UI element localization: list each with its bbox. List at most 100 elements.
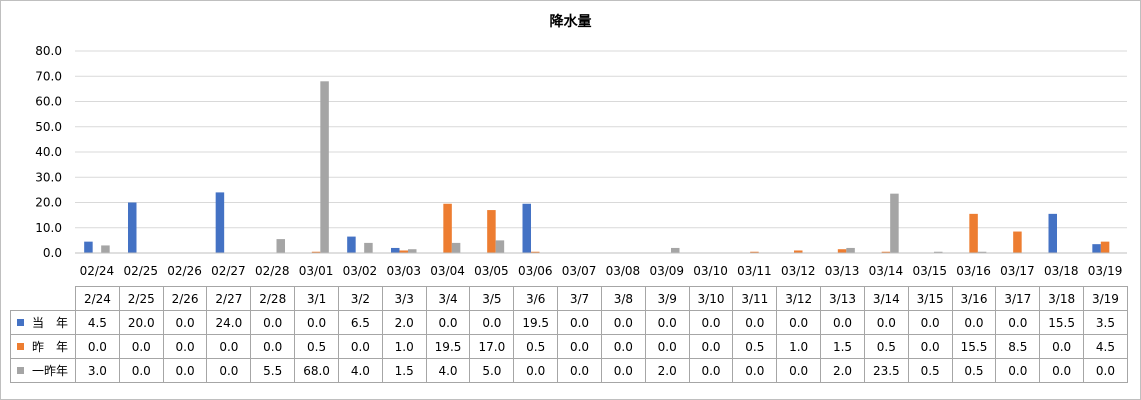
table-category-cell: 3/1 bbox=[294, 286, 339, 311]
y-tick-label: 30.0 bbox=[35, 170, 62, 184]
table-row: 当 年 4.5 20.0 0.0 24.0 0.0 0.0 6.5 2.0 0.0 0.0 19.5 0… bbox=[10, 310, 1128, 335]
table-value-cell: 24.0 bbox=[206, 310, 252, 335]
table-value-cell: 4.5 bbox=[75, 310, 120, 335]
series-header-cell: 当 年 bbox=[10, 310, 76, 335]
table-value-cell: 0.0 bbox=[907, 310, 953, 335]
chart-title: 降水量 bbox=[549, 14, 592, 30]
bar bbox=[522, 203, 531, 253]
table-category-cell: 3/6 bbox=[513, 286, 559, 311]
table-category-cell: 3/12 bbox=[776, 286, 822, 311]
bar bbox=[977, 251, 987, 253]
table-value-cell: 0.0 bbox=[513, 358, 559, 383]
y-tick-label: 0.0 bbox=[43, 246, 62, 260]
table-category-cell: 3/17 bbox=[995, 286, 1041, 311]
series-name: 一昨年 bbox=[32, 364, 69, 378]
x-tick-label: 03/10 bbox=[693, 264, 728, 278]
y-tick-label: 20.0 bbox=[35, 196, 62, 210]
table-value-cell: 0.0 bbox=[75, 334, 120, 359]
table-value-cell: 0.0 bbox=[162, 310, 208, 335]
y-tick-label: 80.0 bbox=[35, 44, 62, 58]
legend-swatch bbox=[17, 367, 24, 374]
table-value-cell: 0.0 bbox=[863, 310, 909, 335]
table-value-cell: 8.5 bbox=[995, 334, 1041, 359]
table-value-cell: 0.0 bbox=[162, 358, 208, 383]
table-category-cell: 3/15 bbox=[907, 286, 953, 311]
table-value-cell: 0.5 bbox=[951, 358, 997, 383]
table-category-cell: 3/8 bbox=[600, 286, 646, 311]
bar bbox=[276, 239, 285, 253]
table-value-cell: 0.0 bbox=[425, 310, 471, 335]
table-value-cell: 68.0 bbox=[294, 358, 339, 383]
bar bbox=[215, 192, 225, 253]
x-tick-label: 03/01 bbox=[299, 264, 334, 278]
table-value-cell: 0.0 bbox=[206, 358, 252, 383]
data-table: 2/24 2/25 2/26 2/27 2/28 3/1 3/2 3/3 3/4 3/5 3/6 3/… bbox=[10, 286, 1128, 383]
table-header-row: 2/24 2/25 2/26 2/27 2/28 3/1 3/2 3/3 3/4 3/5 3/6 3/… bbox=[10, 286, 1128, 311]
y-tick-label: 40.0 bbox=[35, 145, 62, 159]
table-category-cell: 3/3 bbox=[381, 286, 427, 311]
table-value-cell: 19.5 bbox=[513, 310, 559, 335]
bar bbox=[443, 203, 452, 253]
bar bbox=[934, 251, 943, 253]
table-category-cell: 3/16 bbox=[951, 286, 997, 311]
table-category-cell: 3/7 bbox=[557, 286, 602, 311]
x-tick-label: 03/03 bbox=[386, 264, 421, 278]
x-tick-label: 03/06 bbox=[518, 264, 553, 278]
bar bbox=[128, 202, 137, 253]
table-category-cell: 2/28 bbox=[250, 286, 296, 311]
table-value-cell: 0.5 bbox=[513, 334, 559, 359]
bar bbox=[320, 81, 329, 253]
table-category-cell: 2/25 bbox=[118, 286, 164, 311]
bar bbox=[881, 251, 891, 253]
bar bbox=[311, 251, 321, 253]
series-header-cell: 昨 年 bbox=[10, 334, 76, 359]
legend-swatch bbox=[17, 319, 24, 326]
table-row: 昨 年 0.0 0.0 0.0 0.0 0.0 0.5 0.0 1.0 19.5 17.0 0.5 0.… bbox=[10, 334, 1128, 359]
series-header-cell: 一昨年 bbox=[10, 358, 76, 383]
table-value-cell: 0.0 bbox=[118, 358, 164, 383]
table-value-cell: 2.0 bbox=[644, 358, 690, 383]
table-value-cell: 6.5 bbox=[337, 310, 383, 335]
bar bbox=[391, 247, 400, 253]
table-value-cell: 0.0 bbox=[951, 310, 997, 335]
table-value-cell: 3.5 bbox=[1083, 310, 1128, 335]
table-category-cell: 3/10 bbox=[688, 286, 734, 311]
table-category-cell: 3/9 bbox=[644, 286, 690, 311]
bar bbox=[495, 240, 505, 254]
table-category-cell: 3/11 bbox=[732, 286, 778, 311]
table-value-cell: 0.0 bbox=[600, 310, 646, 335]
table-value-cell: 0.0 bbox=[1039, 358, 1085, 383]
table-category-cell: 2/24 bbox=[75, 286, 120, 311]
table-value-cell: 0.5 bbox=[294, 334, 339, 359]
table-value-cell: 0.0 bbox=[250, 310, 296, 335]
table-value-cell: 23.5 bbox=[863, 358, 909, 383]
bar bbox=[837, 249, 847, 253]
table-value-cell: 0.0 bbox=[732, 358, 778, 383]
table-value-cell: 0.0 bbox=[688, 358, 734, 383]
table-value-cell: 15.5 bbox=[1039, 310, 1085, 335]
legend-swatch bbox=[17, 343, 24, 350]
table-value-cell: 4.0 bbox=[337, 358, 383, 383]
bar bbox=[101, 245, 110, 253]
table-value-cell: 1.5 bbox=[381, 358, 427, 383]
table-value-cell: 0.5 bbox=[863, 334, 909, 359]
table-value-cell: 0.0 bbox=[1039, 334, 1085, 359]
bar bbox=[1100, 241, 1110, 253]
table-category-cell: 3/4 bbox=[425, 286, 471, 311]
series-name: 当 年 bbox=[32, 316, 69, 330]
table-value-cell: 0.0 bbox=[1083, 358, 1128, 383]
x-tick-label: 03/08 bbox=[606, 264, 641, 278]
bar bbox=[846, 247, 855, 253]
table-value-cell: 2.0 bbox=[381, 310, 427, 335]
table-value-cell: 3.0 bbox=[75, 358, 120, 383]
x-tick-label: 03/16 bbox=[956, 264, 991, 278]
table-value-cell: 15.5 bbox=[951, 334, 997, 359]
table-value-cell: 0.0 bbox=[995, 310, 1041, 335]
table-value-cell: 0.0 bbox=[907, 334, 953, 359]
y-tick-label: 50.0 bbox=[35, 120, 62, 134]
table-category-cell: 3/14 bbox=[863, 286, 909, 311]
x-tick-label: 03/07 bbox=[562, 264, 597, 278]
table-value-cell: 0.0 bbox=[206, 334, 252, 359]
x-tick-label: 03/17 bbox=[1000, 264, 1035, 278]
table-value-cell: 0.0 bbox=[118, 334, 164, 359]
